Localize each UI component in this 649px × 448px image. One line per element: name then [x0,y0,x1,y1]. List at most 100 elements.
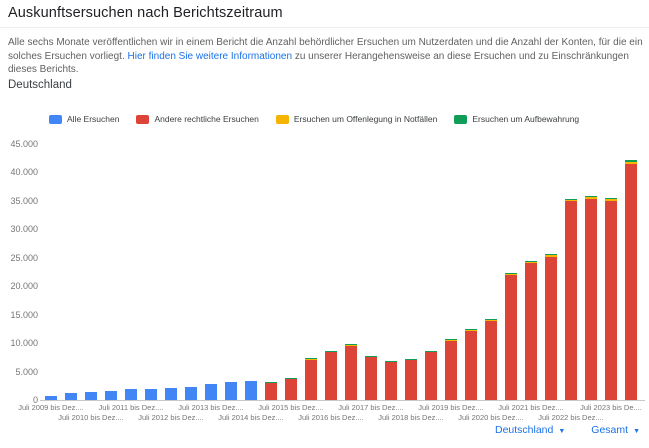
y-axis-tick: 0 [32,395,38,405]
legend-item-andere: Andere rechtliche Ersuchen [136,114,259,124]
bar-segment-notfall [325,351,337,352]
bar-segment-notfall [345,344,357,346]
bar-segment-andere [305,359,317,400]
bar-14-jan-2016-bis-juni-2016[interactable] [305,358,317,400]
bar-12-jan-2015-bis-juni-2015[interactable] [265,381,277,400]
bar-segment-aufbewahrung [385,360,397,362]
bar-18-jan-2018-bis-juni-2018[interactable] [385,360,397,400]
bar-2-jan-2010-bis-juni-2010[interactable] [65,392,77,400]
x-axis-tick: Juli 2019 bis Dez.... [418,403,484,412]
bar-segment-andere [565,201,577,400]
bar-28-jan-2023-bis-juni-2023[interactable] [585,195,597,400]
bar-23-juli-2020-bis-dez-2020[interactable] [485,318,497,400]
bar-1-juli-2009-bis-dez-2009[interactable] [45,396,57,400]
bar-7-juli-2012-bis-dez-2012[interactable] [165,387,177,400]
bar-segment-andere [385,362,397,400]
bar-segment-aufbewahrung [425,350,437,352]
chevron-down-icon: ▼ [633,427,640,435]
region-dropdown-label: Deutschland [494,424,554,436]
bar-segment-notfall [425,351,437,352]
bar-segment-aufbewahrung [325,350,337,352]
x-axis-tick: Juli 2017 bis Dez.... [338,403,404,412]
bar-segment-aufbewahrung [525,260,537,262]
bar-4-jan-2011-bis-juni-2011[interactable] [105,390,117,400]
y-axis-tick: 25.000 [10,252,38,263]
bar-17-juli-2017-bis-dez-2017[interactable] [365,355,377,400]
bar-segment-alle [185,386,197,400]
bar-segment-andere [485,320,497,400]
bar-segment-andere [405,360,417,400]
legend-item-alle: Alle Ersuchen [49,114,119,124]
x-axis-tick: Juli 2022 bis Dez.... [538,412,604,422]
bar-segment-alle [105,390,117,400]
bar-19-juli-2018-bis-dez-2018[interactable] [405,358,417,400]
bar-11-juli-2014-bis-dez-2014[interactable] [245,380,257,400]
bar-9-juli-2013-bis-dez-2013[interactable] [205,384,217,400]
bar-25-juli-2021-bis-dez-2021[interactable] [525,260,537,400]
bar-15-juli-2016-bis-dez-2016[interactable] [325,350,337,400]
bar-21-juli-2019-bis-dez-2019[interactable] [445,339,457,400]
title-divider [0,27,649,28]
bar-segment-andere [525,262,537,400]
bar-segment-andere [625,164,637,400]
bar-20-jan-2019-bis-juni-2019[interactable] [425,350,437,400]
legend-label-alle: Alle Ersuchen [67,114,120,124]
bar-3-juli-2010-bis-dez-2010[interactable] [85,392,97,400]
chevron-down-icon: ▼ [558,427,566,435]
bar-segment-notfall [305,358,317,360]
bar-segment-notfall [525,261,537,263]
bar-segment-aufbewahrung [545,254,557,256]
y-axis-tick: 30.000 [10,224,38,235]
bar-13-juli-2015-bis-dez-2015[interactable] [285,377,297,400]
y-axis-tick: 15.000 [10,309,38,320]
bar-22-jan-2020-bis-juni-2020[interactable] [465,328,477,400]
bar-segment-notfall [385,361,397,363]
x-axis-tick: Juli 2010 bis Dez.... [58,412,124,422]
bar-segment-andere [505,275,517,400]
bar-segment-aufbewahrung [445,339,457,340]
bar-26-jan-2022-bis-juni-2022[interactable] [545,254,557,400]
bar-10-jan-2014-bis-juni-2014[interactable] [225,382,237,400]
bar-segment-alle [125,389,137,400]
bar-5-juli-2011-bis-dez-2011[interactable] [125,389,137,400]
bar-segment-notfall [545,255,557,257]
bar-segment-notfall [265,382,277,383]
legend-label-andere: Andere rechtliche Ersuchen [154,114,259,124]
bar-segment-alle [85,392,97,400]
bar-segment-notfall [485,319,497,321]
bar-24-jan-2021-bis-juni-2021[interactable] [505,273,517,400]
x-axis-tick: Juli 2023 bis De.... [580,403,642,412]
y-axis-tick: 20.000 [10,281,38,292]
bar-segment-aufbewahrung [605,198,617,200]
y-axis-tick: 40.000 [10,167,38,178]
bar-segment-aufbewahrung [625,160,637,162]
legend-item-aufbewahrung: Ersuchen um Aufbewahrung [454,114,579,124]
bar-segment-aufbewahrung [485,318,497,320]
metric-dropdown-label: Gesamt [591,424,629,436]
footer-controls: Deutschland ▼ Gesamt ▼ [495,424,640,436]
bar-segment-andere [545,256,557,400]
description-text-after: zu unserer Herangehensweise an diese Ers… [8,50,629,76]
bar-chart: 0 5.000 10.000 15.000 20.000 25.000 30.000 35.0… [0,100,649,448]
bar-segment-notfall [565,199,577,202]
y-axis-tick: 10.000 [10,338,38,349]
y-axis-tick: 5.000 [15,366,38,377]
x-axis-tick: Juli 2012 bis Dez.... [138,412,204,422]
bar-segment-andere [465,330,477,400]
metric-dropdown[interactable]: Gesamt ▼ [591,424,640,436]
bar-segment-andere [325,351,337,400]
bar-segment-andere [265,382,277,400]
bar-6-jan-2012-bis-juni-2012[interactable] [145,388,157,400]
bar-segment-aufbewahrung [345,343,357,345]
bar-segment-aufbewahrung [465,328,477,330]
bar-29-juli-2023-bis-dez-2023[interactable] [605,198,617,400]
bar-27-juli-2022-bis-dez-2022[interactable] [565,198,577,400]
more-info-link[interactable]: Hier finden Sie weitere Informationen [127,50,293,62]
legend-label-aufbewahrung: Ersuchen um Aufbewahrung [472,114,580,124]
region-dropdown[interactable]: Deutschland ▼ [495,424,565,436]
bar-16-jan-2017-bis-juni-2017[interactable] [345,343,357,400]
bar-8-jan-2013-bis-juni-2013[interactable] [185,386,197,400]
legend-swatch-notfall [275,114,289,124]
x-axis-tick: Juli 2020 bis Dez.... [458,412,524,422]
bar-30-jan-2024-bis-juni-2024[interactable] [625,160,637,400]
